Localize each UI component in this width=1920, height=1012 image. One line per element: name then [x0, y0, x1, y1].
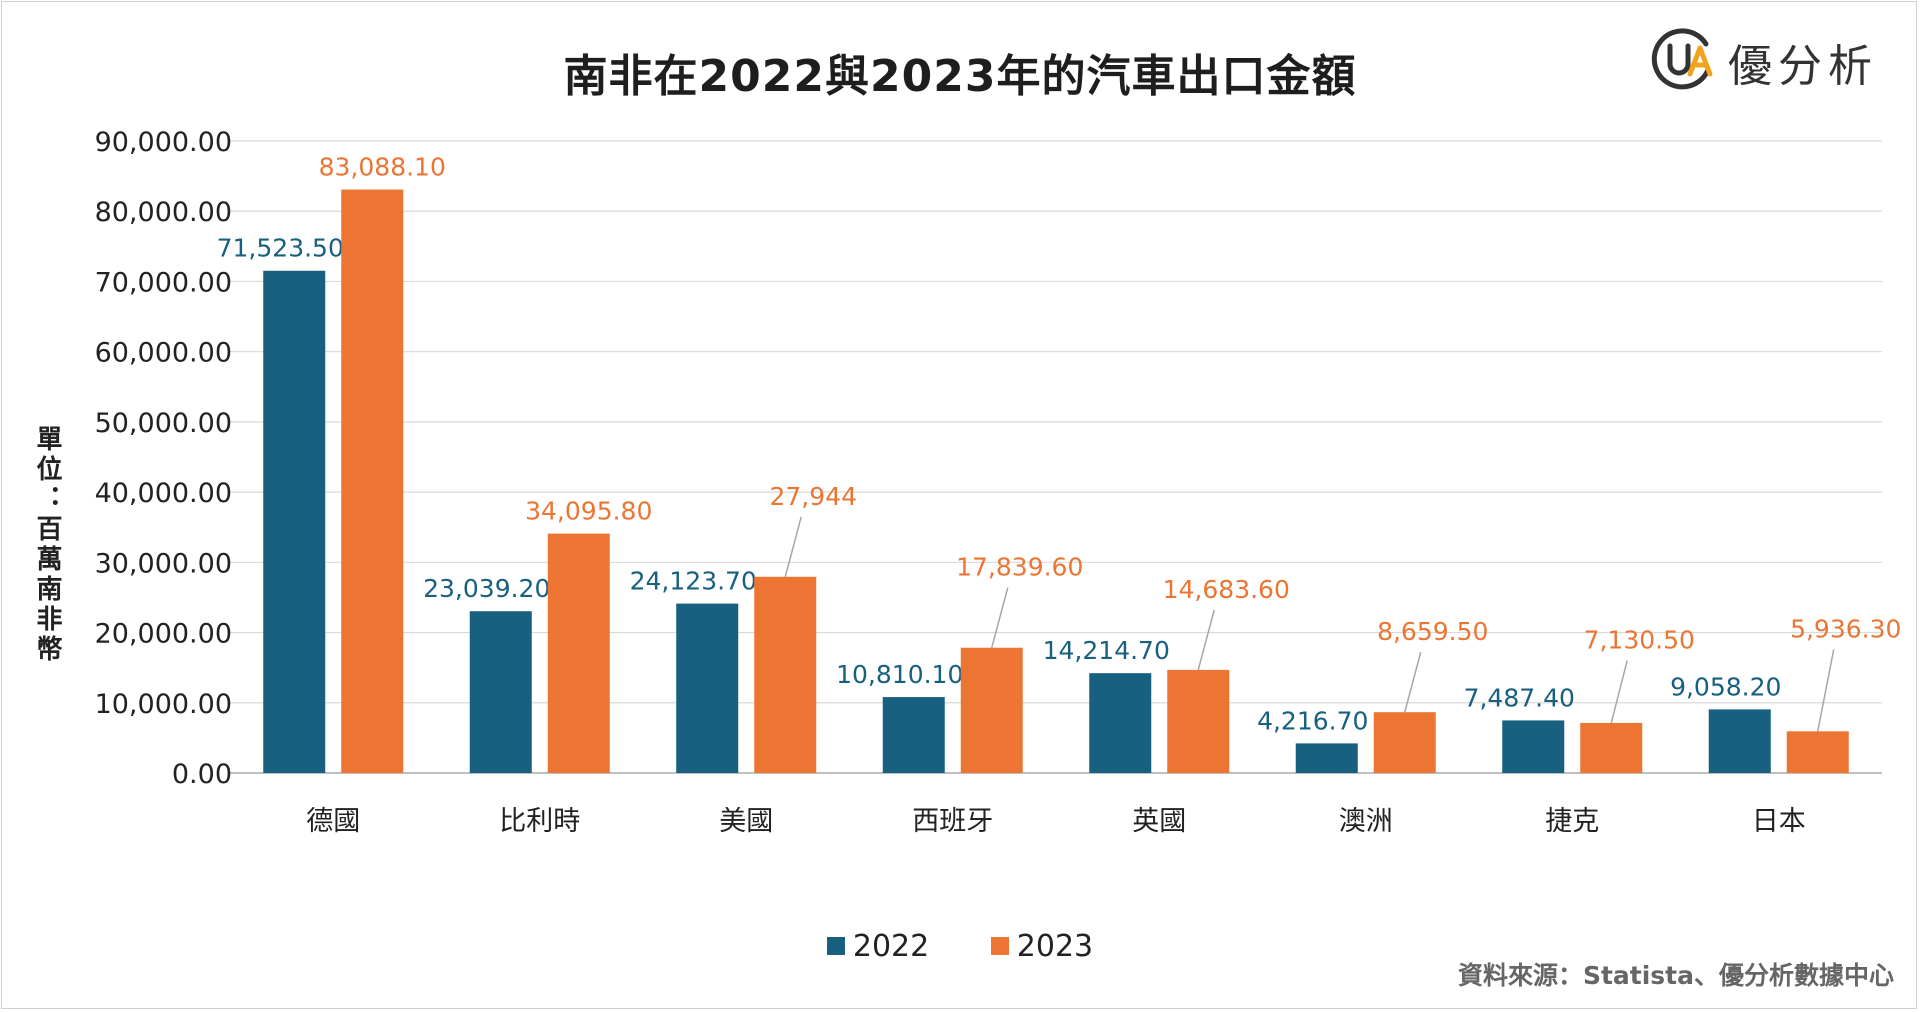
- source-note: 資料來源：Statista、優分析數據中心: [1457, 961, 1894, 990]
- leader-line: [1197, 609, 1215, 671]
- data-label-2023: 8,659.50: [1377, 617, 1488, 646]
- data-label-2022: 24,123.70: [630, 567, 757, 596]
- legend-item-2023: 2023: [990, 928, 1094, 964]
- data-label-2023: 14,683.60: [1163, 575, 1290, 604]
- leader-line: [1404, 651, 1422, 713]
- chart-title: 南非在2022與2023年的汽車出口金額: [563, 51, 1357, 102]
- legend-label-2022: 2022: [852, 928, 930, 964]
- x-tick-label: 德國: [306, 806, 360, 837]
- bar-2022: [676, 603, 739, 773]
- leader-line: [991, 587, 1009, 648]
- bar-2023: [960, 647, 1023, 773]
- y-tick-label: 60,000.00: [95, 338, 232, 369]
- leader-line: [1817, 649, 1835, 732]
- legend-swatch-2023: [990, 937, 1009, 955]
- legend-swatch-2022: [826, 937, 845, 955]
- bar-2022: [1708, 709, 1771, 773]
- legend-item-2022: 2022: [826, 928, 930, 964]
- bar-2022: [1502, 720, 1565, 773]
- bar-2023: [1167, 669, 1230, 773]
- bar-2023: [1786, 731, 1849, 773]
- data-label-2023: 17,839.60: [956, 553, 1083, 582]
- y-tick-label: 30,000.00: [95, 548, 232, 579]
- logo-text: 優分析: [1728, 41, 1878, 92]
- bar-2022: [882, 697, 945, 773]
- data-label-2022: 10,810.10: [836, 660, 963, 689]
- x-tick-label: 澳洲: [1339, 806, 1393, 837]
- x-tick-label: 西班牙: [912, 806, 993, 837]
- y-tick-label: 40,000.00: [95, 478, 232, 509]
- bar-2022: [1089, 673, 1152, 773]
- bar-2023: [754, 576, 817, 773]
- data-label-2023: 7,130.50: [1584, 625, 1695, 654]
- x-tick-label: 美國: [719, 806, 773, 837]
- y-tick-label: 0.00: [172, 759, 232, 790]
- bar-2023: [341, 189, 404, 774]
- leader-line: [784, 516, 802, 577]
- y-tick-label: 70,000.00: [95, 267, 232, 298]
- data-label-2022: 9,058.20: [1670, 672, 1781, 701]
- x-tick-label: 比利時: [499, 806, 580, 837]
- data-label-2022: 4,216.70: [1257, 706, 1368, 735]
- data-label-2023: 83,088.10: [319, 153, 446, 182]
- data-label-2023: 5,936.30: [1790, 614, 1901, 643]
- y-tick-label: 90,000.00: [95, 127, 232, 158]
- y-tick-label: 10,000.00: [95, 689, 232, 720]
- bar-2023: [1580, 722, 1643, 773]
- data-label-2023: 27,944: [770, 482, 857, 511]
- bar-2023: [547, 533, 610, 773]
- bar-2022: [1295, 743, 1358, 773]
- y-tick-label: 50,000.00: [95, 408, 232, 439]
- legend-label-2023: 2023: [1016, 928, 1094, 964]
- x-tick-label: 英國: [1132, 806, 1186, 837]
- y-tick-label: 20,000.00: [95, 619, 232, 650]
- legend: 2022 2023: [0, 928, 1920, 964]
- y-axis-label: 單位：百萬南非幣: [32, 425, 62, 665]
- data-label-2022: 14,214.70: [1043, 636, 1170, 665]
- data-label-2023: 34,095.80: [525, 497, 652, 526]
- data-label-2022: 23,039.20: [423, 574, 550, 603]
- brand-logo: 優分析: [1648, 24, 1888, 94]
- leader-line: [1610, 660, 1628, 724]
- bar-2023: [1373, 712, 1436, 773]
- bar-2022: [263, 270, 326, 773]
- data-label-2022: 7,487.40: [1464, 683, 1575, 712]
- y-tick-label: 80,000.00: [95, 197, 232, 228]
- ua-logo-icon: [1651, 28, 1713, 90]
- data-label-2022: 71,523.50: [217, 234, 344, 263]
- bar-2022: [469, 611, 532, 773]
- x-tick-label: 日本: [1752, 806, 1806, 837]
- x-tick-label: 捷克: [1545, 806, 1599, 837]
